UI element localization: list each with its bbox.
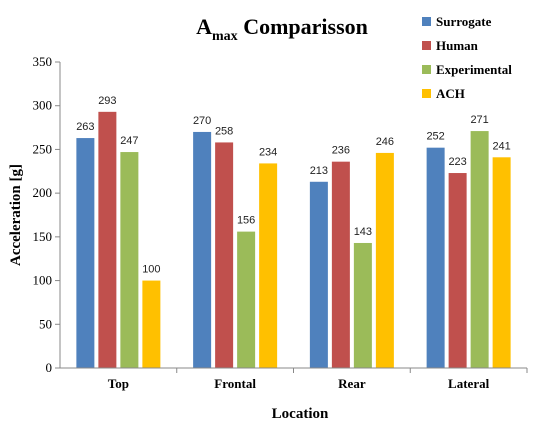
data-label: 263 xyxy=(76,121,94,133)
bar xyxy=(375,152,394,368)
chart-title: Amax Comparisson xyxy=(196,14,368,44)
data-label: 252 xyxy=(426,131,444,143)
data-label: 246 xyxy=(376,136,394,148)
data-label: 271 xyxy=(470,114,488,126)
legend-label: Experimental xyxy=(436,62,512,77)
bar xyxy=(120,152,139,368)
y-tick-label: 150 xyxy=(33,229,53,244)
legend-swatch xyxy=(422,65,431,74)
data-labels: 263 293 247 100 270 258 156 234 213 236 143 246 252 2… xyxy=(76,95,511,276)
bar xyxy=(193,131,212,368)
legend-swatch xyxy=(422,89,431,98)
data-label: 143 xyxy=(354,226,372,238)
bar xyxy=(448,173,467,368)
x-axis-categories: Top Frontal Rear Lateral xyxy=(108,368,528,391)
data-label: 241 xyxy=(492,140,510,152)
bar xyxy=(142,280,161,368)
bar xyxy=(331,161,350,368)
data-label: 236 xyxy=(332,145,350,157)
data-label: 270 xyxy=(193,115,211,127)
bar xyxy=(353,242,372,368)
x-category-label: Frontal xyxy=(214,376,256,391)
legend-label: Human xyxy=(436,38,479,53)
y-tick-label: 50 xyxy=(39,316,52,331)
data-label: 247 xyxy=(120,135,138,147)
data-label: 234 xyxy=(259,146,277,158)
legend-swatch xyxy=(422,41,431,50)
y-tick-label: 250 xyxy=(33,141,53,156)
data-label: 223 xyxy=(448,156,466,168)
bar xyxy=(237,231,256,368)
data-label: 100 xyxy=(142,264,160,276)
y-axis-ticks: 0 50 100 150 200 250 300 350 xyxy=(33,54,60,375)
data-label: 293 xyxy=(98,95,116,107)
legend-label: Surrogate xyxy=(436,14,492,29)
y-tick-label: 300 xyxy=(33,98,53,113)
y-axis-label: Acceleration [g] xyxy=(8,164,24,266)
y-tick-label: 200 xyxy=(33,185,53,200)
x-category-label: Rear xyxy=(338,376,366,391)
y-tick-label: 0 xyxy=(46,360,53,375)
bar xyxy=(309,181,328,368)
x-axis-label: Location xyxy=(272,406,329,422)
x-category-label: Top xyxy=(108,376,129,391)
data-label: 213 xyxy=(310,165,328,177)
y-tick-label: 350 xyxy=(33,54,53,69)
title-main: A xyxy=(196,14,212,39)
legend-label: ACH xyxy=(436,86,465,101)
bars xyxy=(76,111,511,368)
y-tick-label: 100 xyxy=(33,273,53,288)
x-category-label: Lateral xyxy=(448,376,490,391)
bar xyxy=(215,142,234,368)
data-label: 156 xyxy=(237,215,255,227)
data-label: 258 xyxy=(215,125,233,137)
bar xyxy=(470,131,489,368)
bar xyxy=(76,138,95,368)
legend-swatch xyxy=(422,17,431,26)
legend: Surrogate Human Experimental ACH xyxy=(422,14,512,101)
bar xyxy=(98,111,117,368)
title-subscript: max xyxy=(212,29,238,44)
bar xyxy=(259,163,278,368)
bar xyxy=(492,157,511,368)
bar xyxy=(426,147,445,368)
title-rest: Comparisson xyxy=(238,14,368,39)
